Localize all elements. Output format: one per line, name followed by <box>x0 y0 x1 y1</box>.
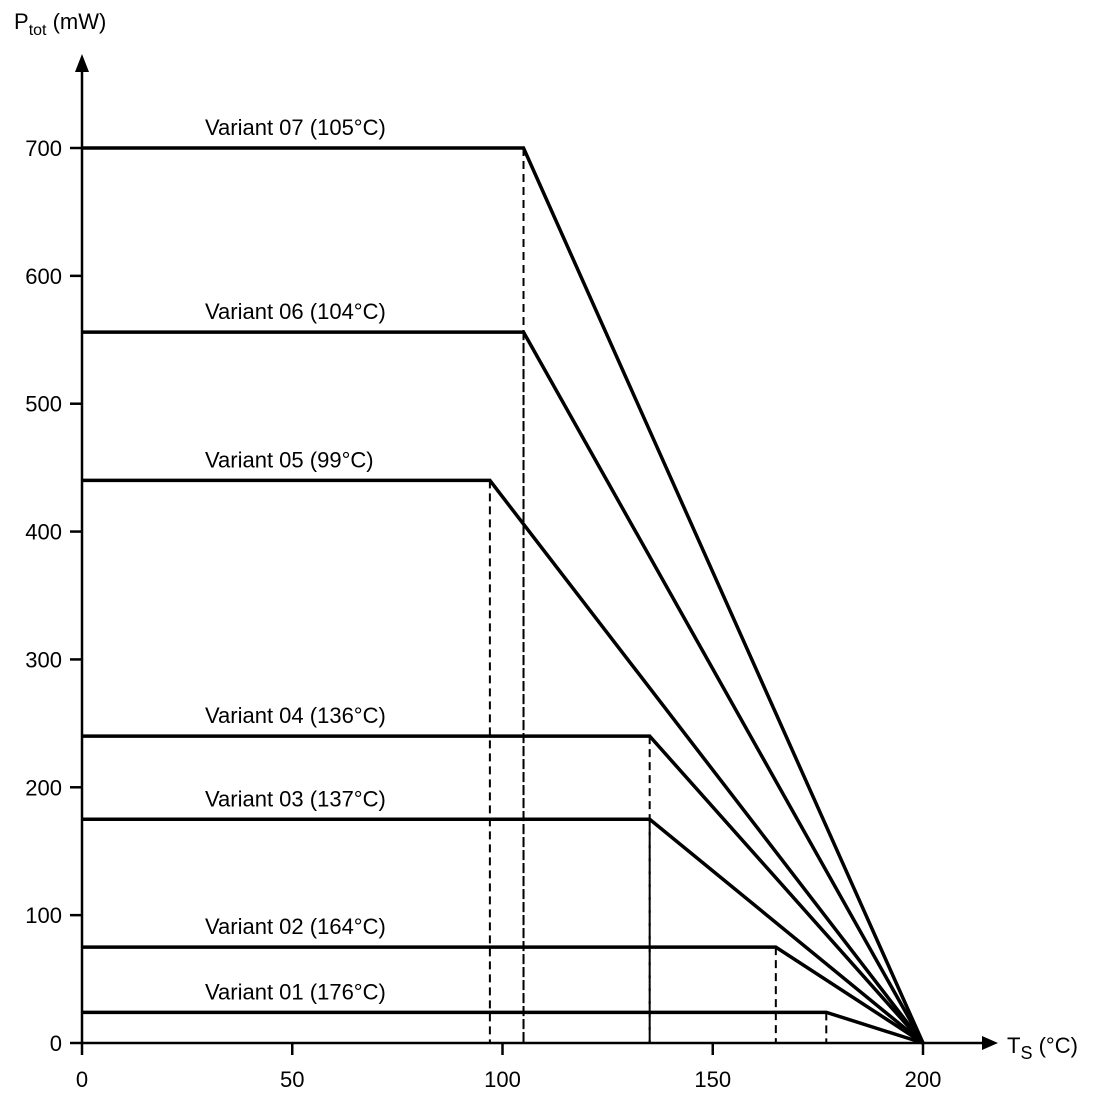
x-tick-label: 150 <box>694 1067 731 1092</box>
series-line <box>82 478 925 1045</box>
x-axis-label: TS (°C) <box>1007 1033 1078 1063</box>
y-tick-label: 600 <box>25 264 62 289</box>
knee-guide-lines <box>488 148 828 1043</box>
y-tick-label: 500 <box>25 392 62 417</box>
series-line <box>82 734 925 1045</box>
series-line <box>82 330 925 1044</box>
series-label: Variant 05 (99°C) <box>205 447 374 472</box>
series-line <box>82 817 925 1045</box>
y-axis-arrow-icon <box>75 54 89 72</box>
series-label: Variant 07 (105°C) <box>205 115 386 140</box>
y-tick-label: 300 <box>25 647 62 672</box>
y-tick-label: 200 <box>25 775 62 800</box>
series-labels: Variant 07 (105°C) Variant 06 (104°C) Vari… <box>205 115 386 1004</box>
axes <box>75 54 998 1050</box>
y-tick-label: 700 <box>25 136 62 161</box>
series-label: Variant 04 (136°C) <box>205 703 386 728</box>
y-tick-label: 400 <box>25 520 62 545</box>
y-axis-label: Ptot (mW) <box>14 9 106 39</box>
series-label: Variant 06 (104°C) <box>205 299 386 324</box>
x-tick-label: 50 <box>280 1067 304 1092</box>
series-line <box>82 1010 924 1045</box>
series-label: Variant 01 (176°C) <box>205 979 386 1004</box>
x-tick-label: 200 <box>905 1067 942 1092</box>
series-lines <box>82 146 925 1045</box>
x-tick-label: 0 <box>76 1067 88 1092</box>
series-label: Variant 02 (164°C) <box>205 914 386 939</box>
series-label: Variant 03 (137°C) <box>205 786 386 811</box>
x-tick-label: 100 <box>484 1067 521 1092</box>
y-tick-label: 100 <box>25 903 62 928</box>
axis-ticks: 0 50 100 150 200 0 100 200 300 400 500 600 700 <box>25 136 941 1092</box>
series-line <box>82 146 925 1044</box>
x-axis-arrow-icon <box>982 1036 998 1050</box>
series-line <box>82 945 924 1045</box>
y-tick-label: 0 <box>50 1031 62 1056</box>
